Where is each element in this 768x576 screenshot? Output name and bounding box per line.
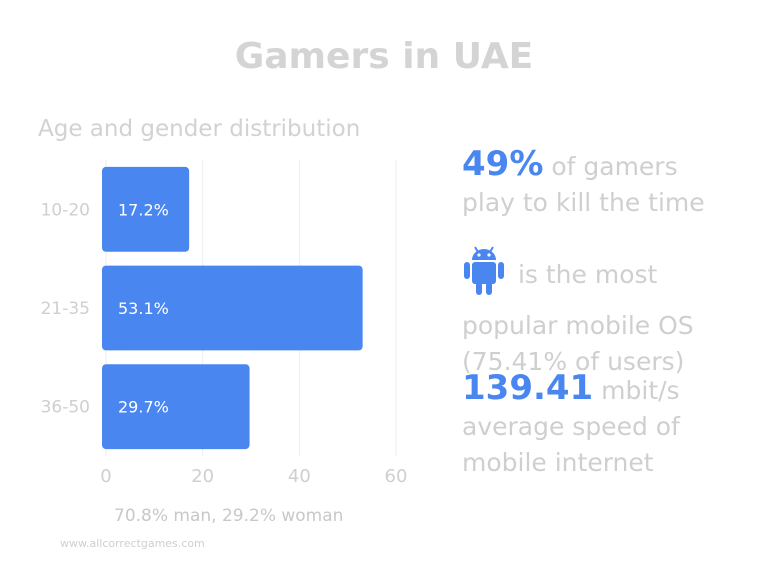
android-icon [462,244,506,308]
stat-android-line2: popular mobile OS [462,311,694,340]
x-tick-label: 20 [191,466,214,487]
bar [102,265,363,351]
stat-internet-speed: 139.41 mbit/s average speed of mobile in… [462,370,680,481]
bar [102,166,190,252]
bar-value-label: 29.7% [118,398,169,417]
gender-split-label: 70.8% man, 29.2% woman [114,506,344,526]
x-tick-label: 60 [385,466,408,487]
stat-speed-value: 139.41 [462,368,594,408]
y-category-label: 21-35 [41,299,90,319]
stat-kill-time-line2: play to kill the time [462,188,705,217]
stat-kill-time: 49% of gamers play to kill the time [462,146,705,221]
y-category-label: 36-50 [41,398,90,418]
stat-android-line3: (75.41% of users) [462,347,685,376]
y-category-label: 10-20 [41,200,90,220]
bar [102,364,250,450]
stat-speed-line3: mobile internet [462,448,654,477]
stat-kill-time-line1: of gamers [551,152,678,181]
stat-android-line1: is the most [517,260,658,289]
website-link[interactable]: www.allcorrectgames.com [60,537,205,550]
stat-android: is the most popular mobile OS (75.41% of… [462,244,694,380]
x-tick-label: 40 [288,466,311,487]
bar-value-label: 17.2% [118,200,169,219]
bar-value-label: 53.1% [118,299,169,318]
chart-title: Gamers in UAE [234,36,534,77]
stat-speed-line2: average speed of [462,412,680,441]
x-tick-label: 0 [100,466,111,487]
chart-subtitle: Age and gender distribution [38,116,361,142]
stat-kill-time-percent: 49% [462,144,544,184]
stat-speed-unit: mbit/s [601,376,680,405]
